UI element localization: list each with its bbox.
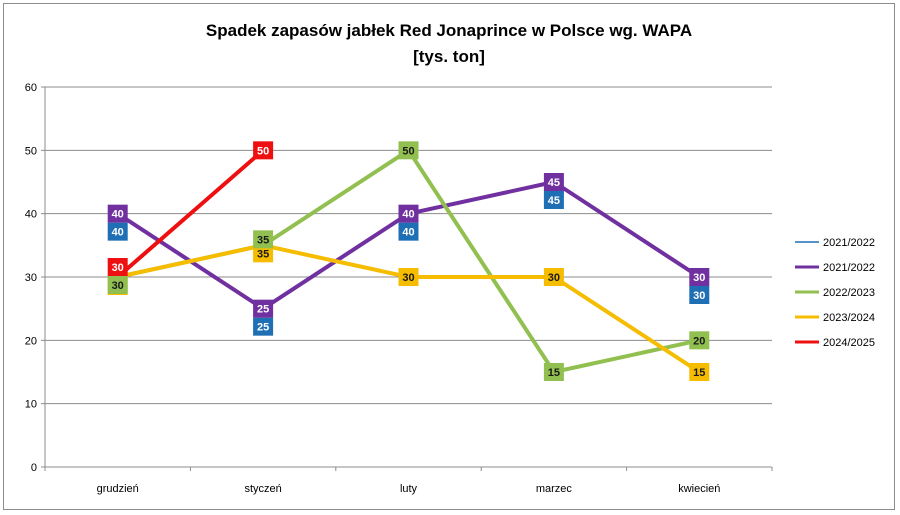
y-tick-label: 20 [25,335,37,347]
data-label: 50 [253,141,274,160]
data-label-box [253,230,274,249]
data-label: 30 [107,258,128,276]
data-label-value: 30 [112,280,124,292]
data-label: 20 [689,331,710,350]
data-labels: 40 25 40 45 30 30 35 30 30 15 30 35 50 15 20 40 25 40 45 30… [107,141,710,381]
data-label: 35 [253,244,274,263]
data-label-box [398,141,419,160]
data-label: 30 [543,268,564,286]
data-label-box [398,204,419,223]
series-lines [115,148,702,374]
data-label-value: 30 [693,290,705,302]
y-tick-label: 10 [25,399,37,411]
legend-entry: 2022/2023 [795,287,875,299]
data-label: 40 [107,222,128,241]
data-label-box [398,222,419,241]
data-label-box [543,268,564,286]
legend-entry: 2021/2022 [795,237,875,249]
data-label-box [689,331,710,350]
legend: 2021/2022 2021/2022 2022/2023 2023/2024 2024… [795,237,875,349]
series-line-2023-2024 [115,243,702,374]
data-label-box [253,317,274,336]
data-label-value: 30 [402,272,414,284]
legend-entry: 2024/2025 [795,337,875,349]
data-label-value: 45 [548,177,560,189]
data-label-value: 35 [257,234,269,246]
data-label-value: 45 [548,195,560,207]
x-tick-label: marzec [536,483,573,495]
data-label: 45 [543,173,564,191]
data-label-box [543,173,564,191]
data-label: 30 [107,276,128,294]
x-tick-label: grudzień [97,483,139,495]
data-label: 15 [689,363,710,381]
data-label-value: 50 [402,145,414,157]
data-label-value: 30 [693,272,705,284]
data-label-value: 25 [257,304,269,316]
data-label: 25 [253,317,274,336]
x-tick-label: styczeń [244,483,281,495]
data-label-value: 30 [112,262,124,274]
data-label-box [689,286,710,304]
data-label-value: 25 [257,322,269,334]
data-label-value: 35 [257,248,269,260]
y-tick-label: 0 [31,462,37,474]
data-label-box [689,363,710,381]
y-tick-label: 50 [25,145,37,157]
data-label-value: 40 [112,227,124,239]
data-label: 30 [689,286,710,304]
data-label: 45 [543,191,564,209]
data-label: 40 [107,204,128,223]
data-label-value: 50 [257,145,269,157]
legend-label: 2021/2022 [823,262,875,274]
chart-title-line-2: [tys. ton] [413,47,485,66]
data-label: 15 [543,363,564,381]
data-label-box [689,268,710,286]
y-tick-label: 40 [25,209,37,221]
data-label-box [398,268,419,286]
data-label-box [253,244,274,263]
y-tick-label: 60 [25,82,37,94]
data-label: 40 [398,204,419,223]
data-label-value: 40 [402,227,414,239]
x-tick-label: kwiecień [678,483,720,495]
data-label-box [253,299,274,318]
data-label-value: 40 [402,209,414,221]
y-tick-label: 30 [25,272,37,284]
data-label: 30 [689,268,710,286]
data-label-box [543,363,564,381]
data-label-box [543,191,564,209]
x-tick-label: luty [400,483,418,495]
data-label-value: 40 [112,209,124,221]
data-label: 50 [398,141,419,160]
data-label: 25 [253,299,274,318]
legend-label: 2023/2024 [823,312,875,324]
data-label-box [107,204,128,223]
data-label: 30 [398,268,419,286]
legend-entry: 2023/2024 [795,312,875,324]
data-label-value: 15 [548,367,560,379]
legend-label: 2024/2025 [823,337,875,349]
legend-label: 2022/2023 [823,287,875,299]
data-label: 40 [398,222,419,241]
legend-entry: 2021/2022 [795,262,875,274]
chart-title-line-1: Spadek zapasów jabłek Red Jonaprince w P… [206,21,692,40]
legend-label: 2021/2022 [823,237,875,249]
data-label-box [107,258,128,276]
data-label-value: 15 [693,367,705,379]
data-label-value: 20 [693,335,705,347]
data-label-value: 30 [548,272,560,284]
series-line-2022-2023 [115,148,702,374]
data-label-box [253,141,274,160]
data-label-box [107,276,128,294]
data-label: 35 [253,230,274,249]
series-line-2024-2025 [115,148,266,279]
axes: 0 10 20 30 40 50 60 grudzień styczeń luty marzec kw… [25,82,773,495]
data-label-box [107,222,128,241]
